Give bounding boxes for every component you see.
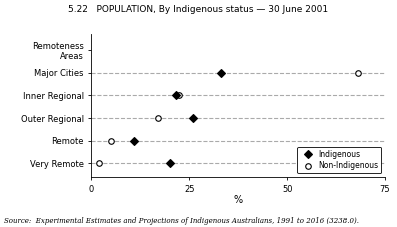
Text: 5.22   POPULATION, By Indigenous status — 30 June 2001: 5.22 POPULATION, By Indigenous status — … [68,5,329,14]
Legend: Indigenous, Non-Indigenous: Indigenous, Non-Indigenous [297,147,381,173]
Text: Source:  Experimental Estimates and Projections of Indigenous Australians, 1991 : Source: Experimental Estimates and Proje… [4,217,359,225]
X-axis label: %: % [234,195,243,205]
